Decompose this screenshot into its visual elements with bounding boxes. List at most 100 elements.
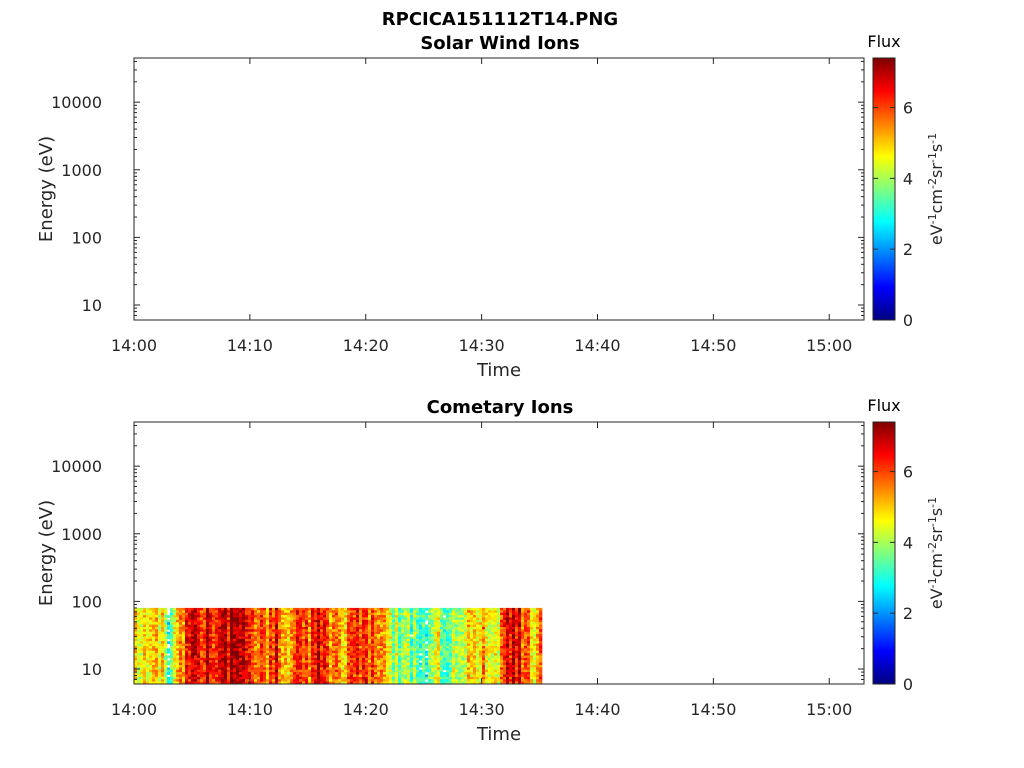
spectrogram-cell [263,681,267,684]
spectrogram-cell [179,612,183,616]
spectrogram-cell [233,636,237,640]
spectrogram-cell [485,607,489,611]
spectrogram-cell [503,655,507,659]
spectrogram-cell [392,624,396,628]
spectrogram-cell [299,641,303,644]
spectrogram-cell [203,610,207,614]
spectrogram-cell [371,681,375,684]
spectrogram-cell [146,676,150,680]
spectrogram-cell [458,610,462,614]
spectrogram-cell [470,669,474,673]
spectrogram-cell [350,660,354,663]
spectrogram-cell [515,679,519,682]
spectrogram-cell [404,660,408,663]
spectrogram-cell [356,615,360,618]
spectrogram-cell [281,662,285,666]
spectrogram-cell [215,631,219,635]
colorbar [872,57,896,321]
spectrogram-cell [503,636,507,640]
spectrogram-cell [206,660,210,663]
spectrogram-cell [230,669,234,673]
spectrogram-cell [158,646,162,649]
spectrogram-cell [461,665,465,668]
spectrogram-cell [221,615,225,618]
spectrogram-cell [506,672,510,675]
spectrogram-cell [233,665,237,668]
spectrogram-cell [215,674,219,678]
spectrogram-cell [347,627,351,630]
spectrogram-cell [416,612,420,616]
spectrogram-cell [170,634,174,637]
spectrogram-cell [209,674,213,678]
spectrogram-cell [221,607,225,611]
spectrogram-cell [503,627,507,630]
spectrogram-cell [392,660,396,663]
spectrogram-cell [206,643,210,647]
spectrogram-cell [320,643,324,647]
spectrogram-cell [230,617,234,621]
spectrogram-cell [152,612,156,616]
spectrogram-cell [188,610,192,614]
spectrogram-cell [518,646,522,649]
spectrogram-cell [512,665,516,668]
spectrogram-cell [269,672,273,675]
spectrogram-cell [251,679,255,682]
spectrogram-cell [302,629,306,633]
spectrogram-cell [509,669,513,673]
spectrogram-cell [161,622,165,625]
spectrogram-cell [368,646,372,649]
spectrogram-cell [350,622,354,625]
spectrogram-cell [404,627,408,630]
spectrogram-cell [476,667,480,671]
spectrogram-cell [347,657,351,661]
spectrogram-cell [449,646,453,649]
spectrogram-cell [158,627,162,630]
spectrogram-cell [398,646,402,649]
spectrogram-cell [137,646,141,649]
spectrogram-cell [356,653,360,656]
spectrogram-cell [362,679,366,682]
spectrogram-cell [413,641,417,644]
spectrogram-cell [296,624,300,628]
spectrogram-cell [158,660,162,663]
spectrogram-cell [401,669,405,673]
spectrogram-cell [410,667,414,671]
spectrogram-cell [296,679,300,682]
spectrogram-cell [344,612,348,616]
spectrogram-cell [464,638,468,642]
spectrogram-cell [233,631,237,635]
spectrogram-cell [329,631,333,635]
spectrogram-cell [428,643,432,647]
spectrogram-cell [539,669,543,673]
spectrogram-cell [539,672,543,675]
spectrogram-cell [221,650,225,654]
spectrogram-cell [410,629,414,633]
spectrogram-cell [431,650,435,654]
spectrogram-cell [458,634,462,637]
spectrogram-cell [269,641,273,644]
spectrogram-cell [173,610,177,614]
spectrogram-cell [437,660,441,663]
spectrogram-cell [539,653,543,656]
spectrogram-cell [200,657,204,661]
spectrogram-cell [158,681,162,684]
spectrogram-cell [305,617,309,621]
x-tick-label: 14:20 [343,700,389,719]
spectrogram-cell [431,643,435,647]
spectrogram-cell [305,629,309,633]
spectrogram-cell [329,653,333,656]
spectrogram-cell [530,615,534,618]
spectrogram-cell [473,615,477,618]
spectrogram-cell [386,646,390,649]
spectrogram-cell [377,674,381,678]
spectrogram-cell [281,681,285,684]
spectrogram-cell [200,653,204,656]
spectrogram-cell [164,646,168,649]
spectrogram-cell [458,643,462,647]
spectrogram-cell [455,665,459,668]
spectrogram-cell [533,641,537,644]
spectrogram-cell [506,634,510,637]
spectrogram-cell [530,667,534,671]
spectrogram-cell [314,641,318,644]
spectrogram-cell [539,681,543,684]
